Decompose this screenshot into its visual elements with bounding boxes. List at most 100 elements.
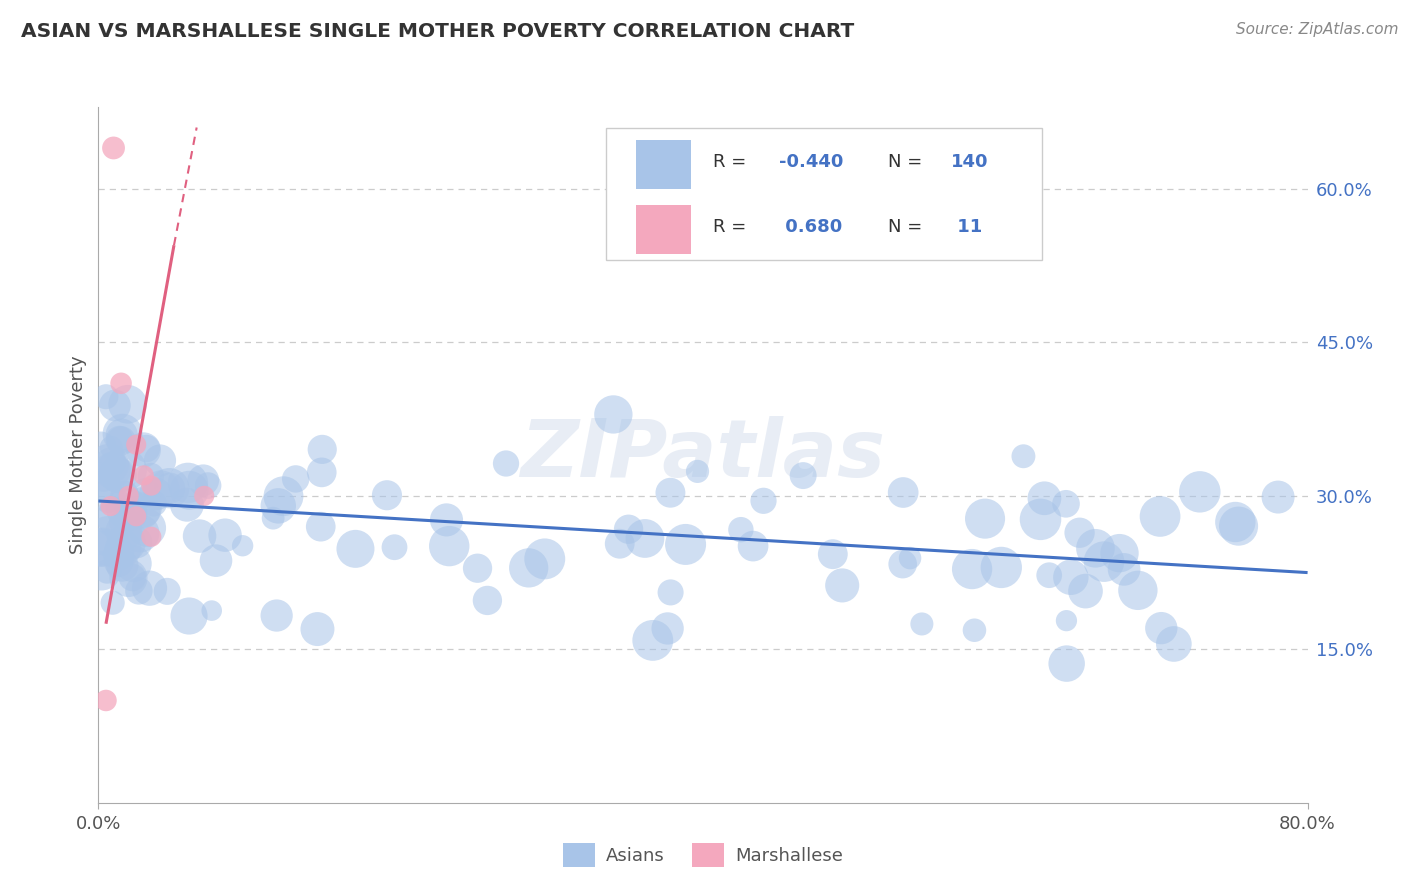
Point xyxy=(960,562,983,576)
Point xyxy=(111,558,134,573)
Point xyxy=(108,468,131,483)
Point xyxy=(114,488,136,502)
Point xyxy=(145,487,167,501)
Point xyxy=(375,488,398,502)
Point xyxy=(118,489,141,503)
Text: R =: R = xyxy=(713,219,752,236)
Y-axis label: Single Mother Poverty: Single Mother Poverty xyxy=(69,356,87,554)
Point xyxy=(89,540,111,554)
Point xyxy=(792,468,814,483)
Point xyxy=(1092,555,1115,569)
FancyBboxPatch shape xyxy=(637,140,690,189)
Point xyxy=(179,483,201,498)
Point xyxy=(110,376,132,391)
Point xyxy=(1126,583,1149,598)
Point xyxy=(1163,637,1185,651)
Point xyxy=(467,561,489,575)
Point xyxy=(177,475,200,490)
Point xyxy=(90,541,112,556)
Point xyxy=(111,426,134,441)
Point xyxy=(117,571,139,585)
Point xyxy=(115,463,138,477)
Point xyxy=(1074,584,1097,599)
Point xyxy=(135,442,157,456)
Point xyxy=(193,473,215,487)
Point xyxy=(634,532,657,546)
Point xyxy=(120,507,142,521)
Text: Source: ZipAtlas.com: Source: ZipAtlas.com xyxy=(1236,22,1399,37)
Point xyxy=(132,468,155,483)
Point xyxy=(533,552,555,566)
Point xyxy=(134,485,156,500)
Text: R =: R = xyxy=(713,153,752,171)
Point xyxy=(98,458,121,473)
Point xyxy=(891,485,914,500)
Point xyxy=(307,622,329,636)
Point xyxy=(911,617,934,632)
Legend: Asians, Marshallese: Asians, Marshallese xyxy=(555,836,851,874)
Point xyxy=(1267,490,1289,504)
Text: 0.680: 0.680 xyxy=(779,219,842,236)
Point xyxy=(1084,541,1107,556)
Point xyxy=(309,519,332,533)
Point xyxy=(111,427,134,442)
Point xyxy=(617,522,640,536)
Point xyxy=(1108,546,1130,560)
Text: N =: N = xyxy=(889,219,928,236)
Point xyxy=(159,481,181,495)
Point xyxy=(149,453,172,467)
Point xyxy=(141,530,163,544)
Point xyxy=(156,584,179,599)
Point xyxy=(1054,497,1077,511)
Point xyxy=(90,564,112,578)
Point xyxy=(974,511,997,525)
Point xyxy=(344,541,367,556)
Text: ZIPatlas: ZIPatlas xyxy=(520,416,886,494)
Point xyxy=(136,521,159,535)
Point xyxy=(125,438,148,452)
Point xyxy=(132,442,155,457)
FancyBboxPatch shape xyxy=(606,128,1042,260)
Point xyxy=(188,529,211,543)
Point xyxy=(201,604,224,618)
Point xyxy=(96,565,118,579)
Point xyxy=(232,539,254,553)
Point xyxy=(730,523,752,537)
Point xyxy=(104,510,127,524)
Point xyxy=(1150,621,1173,635)
Point xyxy=(105,510,128,524)
Text: N =: N = xyxy=(889,153,928,171)
Point xyxy=(90,474,112,488)
Point xyxy=(110,434,132,448)
Point xyxy=(273,489,295,503)
Point xyxy=(93,473,115,487)
Point xyxy=(495,457,517,471)
Point xyxy=(103,141,125,155)
Point xyxy=(657,622,679,636)
Point xyxy=(110,494,132,508)
Point xyxy=(1227,519,1250,533)
Point xyxy=(311,466,333,480)
Point xyxy=(752,493,775,508)
Point xyxy=(831,578,853,592)
Point xyxy=(100,455,122,469)
Text: 140: 140 xyxy=(950,153,988,171)
Point xyxy=(142,496,165,510)
Point xyxy=(91,540,114,554)
Point xyxy=(284,472,307,486)
Point xyxy=(97,457,120,471)
Point xyxy=(112,524,135,539)
Point xyxy=(1012,449,1035,463)
Point xyxy=(686,464,709,478)
Point xyxy=(108,433,131,447)
Point xyxy=(96,529,118,543)
Point xyxy=(125,509,148,524)
Point xyxy=(100,499,122,513)
Point xyxy=(439,539,461,553)
Point xyxy=(1149,509,1171,524)
Point xyxy=(963,624,986,638)
Point xyxy=(138,581,160,595)
Point xyxy=(104,399,127,413)
Point xyxy=(602,408,624,422)
Point xyxy=(517,561,540,575)
